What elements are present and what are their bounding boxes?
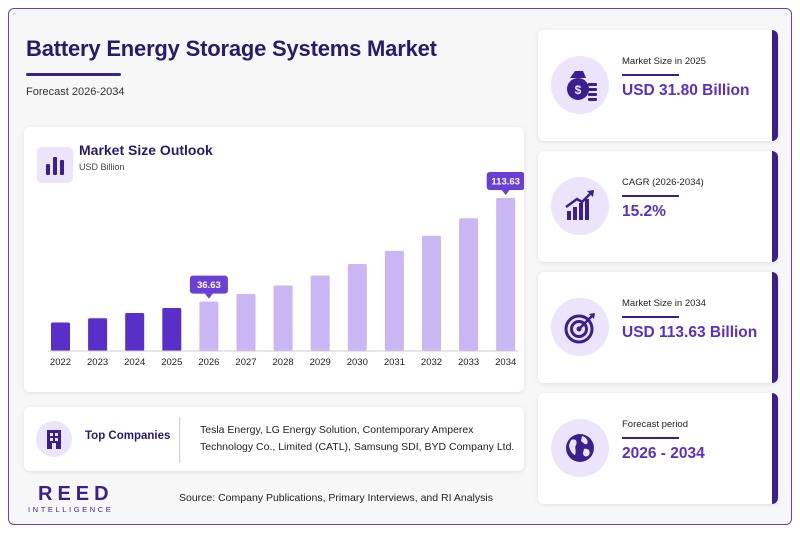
target-icon	[551, 298, 609, 356]
companies-divider	[179, 417, 180, 463]
x-tick-label: 2027	[235, 357, 256, 368]
value-callout-label: 36.63	[197, 280, 221, 291]
x-tick-label: 2024	[124, 357, 145, 368]
bar-2034	[496, 198, 516, 351]
bar-2026	[199, 301, 219, 351]
stat-value: 15.2%	[622, 203, 666, 220]
stat-card-market-size-2034: Market Size in 2034 USD 113.63 Billion	[538, 272, 778, 383]
x-tick-label: 2034	[495, 357, 516, 368]
bar-2025	[162, 308, 182, 351]
stat-label: Market Size in 2025	[622, 56, 706, 67]
x-tick-label: 2031	[384, 357, 405, 368]
bar-2023	[88, 318, 108, 351]
market-size-bar-chart: 2022 2023 2024 2025 2026 2027 2028 2029 2030 2031…	[48, 172, 524, 368]
title-underline	[26, 73, 121, 76]
source-note: Source: Company Publications, Primary In…	[179, 492, 493, 504]
value-callout-pointer	[204, 293, 213, 299]
companies-line-2: Technology Co., Limited (CATL), Samsung …	[200, 441, 515, 453]
stat-card-market-size-2025: $ Market Size in 2025 USD 31.80 Billion	[538, 30, 778, 141]
x-tick-label: 2028	[273, 357, 294, 368]
bar-chart-icon	[37, 147, 73, 183]
x-tick-label: 2022	[50, 357, 71, 368]
bar-2031	[384, 250, 404, 351]
reed-logo-subtext: INTELLIGENCE	[28, 505, 114, 514]
stat-value: USD 113.63 Billion	[622, 324, 758, 341]
stat-value: 2026 - 2034	[622, 445, 705, 462]
bar-2028	[273, 285, 293, 351]
x-tick-label: 2030	[347, 357, 368, 368]
bar-2029	[310, 275, 330, 351]
x-tick-label: 2023	[87, 357, 108, 368]
stat-card-forecast-period: Forecast period 2026 - 2034	[538, 393, 778, 504]
value-callout-pointer	[501, 190, 510, 195]
stat-divider	[622, 74, 679, 76]
page-subtitle: Forecast 2026-2034	[26, 86, 125, 98]
bar-2032	[422, 235, 441, 351]
stat-label: Market Size in 2034	[622, 298, 706, 309]
bar-2030	[347, 263, 367, 351]
stat-label: CAGR (2026-2034)	[622, 177, 704, 188]
x-tick-label: 2029	[310, 357, 331, 368]
money-bag-icon: $	[551, 56, 609, 114]
x-tick-label: 2032	[421, 357, 442, 368]
top-companies-card: Top Companies Tesla Energy, LG Energy So…	[24, 407, 524, 471]
building-icon	[36, 421, 72, 457]
stat-value: USD 31.80 Billion	[622, 82, 750, 99]
stat-divider	[622, 316, 679, 318]
growth-chart-icon	[551, 177, 609, 235]
stat-card-cagr: CAGR (2026-2034) 15.2%	[538, 151, 778, 262]
stat-divider	[622, 437, 679, 439]
value-callout-bubble	[189, 275, 228, 294]
bar-2033	[459, 218, 479, 351]
page-title: Battery Energy Storage Systems Market	[26, 36, 437, 61]
companies-line-1: Tesla Energy, LG Energy Solution, Contem…	[200, 424, 474, 436]
bar-2024	[125, 312, 145, 351]
x-tick-label: 2026	[198, 357, 219, 368]
value-callout-bubble	[486, 172, 524, 190]
top-companies-list: Tesla Energy, LG Energy Solution, Contem…	[200, 422, 520, 456]
stat-label: Forecast period	[622, 419, 689, 430]
bar-2027	[236, 294, 256, 351]
chart-title: Market Size Outlook	[79, 142, 213, 158]
chart-unit-label: USD Billion	[79, 162, 125, 172]
value-callout-label: 113.63	[491, 177, 520, 188]
top-companies-label: Top Companies	[85, 430, 171, 442]
reed-logo-wordmark: REED	[38, 483, 114, 505]
chart-card: Market Size Outlook USD Billion 2022 2023…	[24, 127, 524, 392]
svg-text:$: $	[575, 83, 582, 97]
bar-2022	[51, 322, 70, 351]
x-tick-label: 2025	[161, 357, 182, 368]
x-tick-label: 2033	[458, 357, 479, 368]
globe-icon	[551, 419, 609, 477]
stat-divider	[622, 195, 679, 197]
